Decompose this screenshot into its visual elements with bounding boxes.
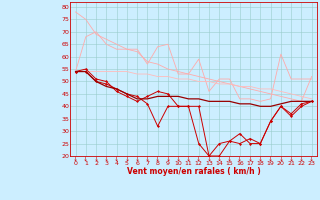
X-axis label: Vent moyen/en rafales ( km/h ): Vent moyen/en rafales ( km/h ) — [127, 167, 260, 176]
